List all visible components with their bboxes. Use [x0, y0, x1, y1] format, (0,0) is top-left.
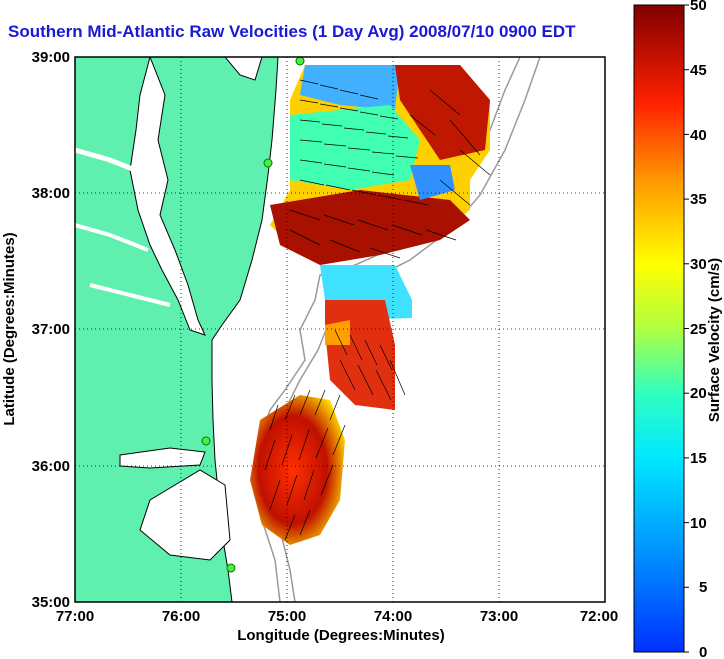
colorbar-tick-labels: 50 45 40 35 30 25 20 15 10 5 0: [690, 0, 707, 659]
colorbar-tick: 35: [690, 191, 707, 208]
river: [75, 223, 149, 252]
colorbar-tick: 10: [690, 515, 707, 532]
colorbar-tick: 30: [690, 256, 707, 273]
velocity-field: [250, 65, 490, 545]
x-tick: 73:00: [480, 608, 518, 625]
x-tick: 76:00: [162, 608, 200, 625]
map-title: Southern Mid-Atlantic Raw Velocities (1 …: [8, 22, 576, 41]
radar-stations: [201, 57, 305, 573]
grid-lines: [75, 57, 605, 602]
colorbar-tick: 20: [690, 385, 707, 402]
pamlico-sound: [139, 469, 231, 561]
x-tick: 74:00: [374, 608, 412, 625]
y-tick: 37:00: [32, 321, 70, 338]
colorbar-tick: 0: [699, 644, 707, 659]
colorbar-tick: 40: [690, 127, 707, 144]
x-tick-labels: 77:00 76:00 75:00 74:00 73:00 72:00: [56, 608, 618, 625]
delaware-bay: [224, 57, 263, 81]
y-tick: 39:00: [32, 49, 70, 66]
y-axis-label: Latitude (Degrees:Minutes): [1, 232, 18, 425]
y-tick: 35:00: [32, 594, 70, 611]
river: [89, 283, 171, 307]
colorbar-label: Surface Velocity (cm/s): [706, 258, 723, 422]
x-tick: 75:00: [268, 608, 306, 625]
chesapeake-bay: [129, 57, 206, 336]
colorbar: [633, 4, 685, 653]
colorbar-tick: 45: [690, 62, 707, 79]
colorbar-ticks: [684, 4, 689, 653]
colorbar-tick: 5: [699, 579, 707, 596]
colorbar-tick: 25: [690, 321, 707, 338]
colorbar-tick: 50: [690, 0, 707, 14]
y-tick: 36:00: [32, 458, 70, 475]
x-axis-label: Longitude (Degrees:Minutes): [237, 627, 445, 644]
velocity-vectors: [264, 79, 491, 541]
y-tick-labels: 39:00 38:00 37:00 36:00 35:00: [32, 49, 70, 611]
river: [75, 147, 152, 182]
plot-frame: [74, 56, 606, 603]
x-tick: 77:00: [56, 608, 94, 625]
x-tick: 72:00: [580, 608, 618, 625]
y-tick: 38:00: [32, 185, 70, 202]
colorbar-tick: 15: [690, 450, 707, 467]
